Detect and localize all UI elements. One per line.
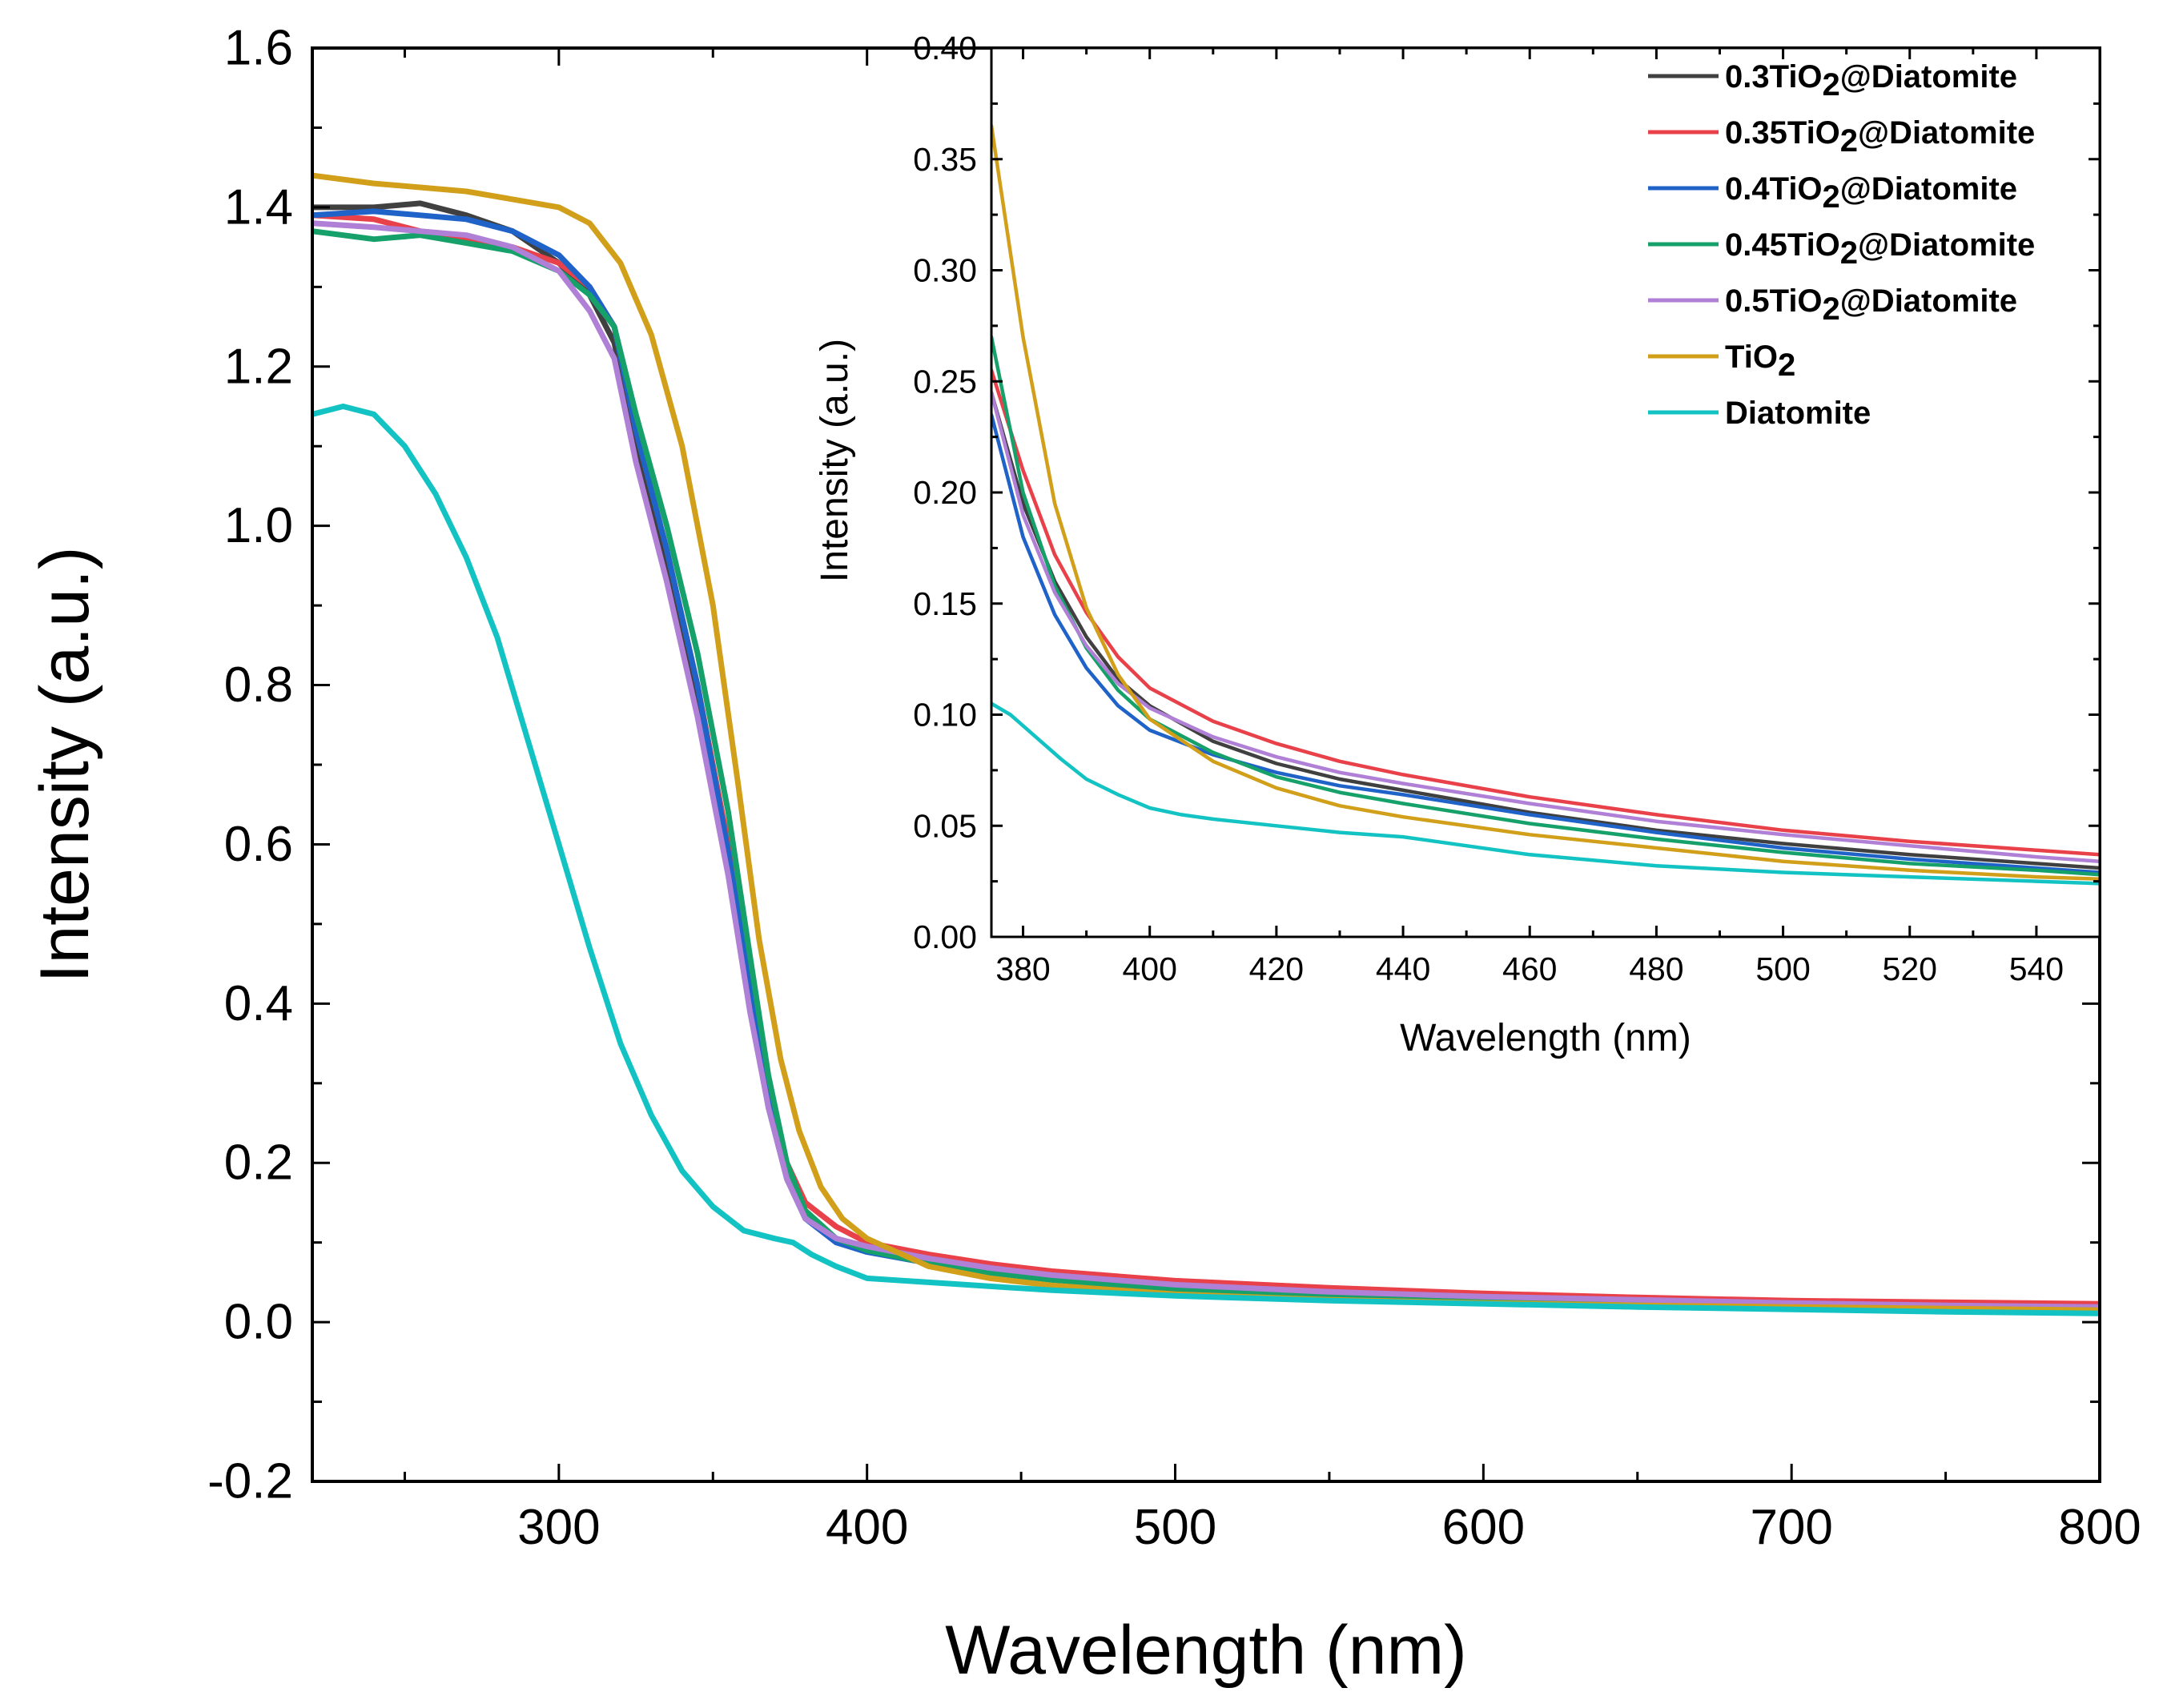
inset-series-0-5tio2-diatomite xyxy=(991,390,2100,863)
inset-series-0-4tio2-diatomite xyxy=(991,412,2100,874)
legend-label-prefix: 0.45TiO xyxy=(1725,227,1840,263)
legend-label: 0.45TiO2@Diatomite xyxy=(1725,227,2035,271)
legend-label-subscript: 2 xyxy=(1778,348,1795,383)
legend-label-subscript: 2 xyxy=(1823,291,1840,327)
inset-y-tick-label: 0.00 xyxy=(913,918,977,955)
main-y-tick-label: 1.4 xyxy=(224,179,293,235)
main-y-tick-label: 0.8 xyxy=(224,657,293,713)
legend-entry: TiO2 xyxy=(1648,340,1795,383)
main-x-tick-label: 800 xyxy=(2058,1500,2141,1555)
legend-label-suffix: @Diatomite xyxy=(1840,59,2017,94)
inset-y-tick-label: 0.05 xyxy=(913,807,977,844)
inset-x-tick-label: 520 xyxy=(1883,950,1937,987)
main-y-tick-label: 0.2 xyxy=(224,1135,293,1191)
main-y-tick-label: 0.0 xyxy=(224,1295,293,1350)
legend-entry: 0.35TiO2@Diatomite xyxy=(1648,115,2035,159)
legend-label-subscript: 2 xyxy=(1823,179,1840,215)
main-x-tick-label: 700 xyxy=(1750,1500,1832,1555)
legend: 0.3TiO2@Diatomite0.35TiO2@Diatomite0.4Ti… xyxy=(1648,59,2035,431)
legend-label-prefix: 0.5TiO xyxy=(1725,283,1823,319)
legend-label: 0.3TiO2@Diatomite xyxy=(1725,59,2017,102)
legend-label-prefix: 0.3TiO xyxy=(1725,59,1823,94)
main-x-tick-label: 300 xyxy=(517,1500,600,1555)
inset-x-tick-label: 420 xyxy=(1249,950,1304,987)
main-series-diatomite xyxy=(312,404,2100,1316)
main-y-tick-label: 0.6 xyxy=(224,817,293,872)
main-series-0-5tio2-diatomite xyxy=(312,220,2100,1310)
legend-label-suffix: @Diatomite xyxy=(1858,115,2035,151)
inset-series-diatomite xyxy=(991,701,2100,886)
inset-x-tick-label: 540 xyxy=(2009,950,2064,987)
inset-y-tick-label: 0.30 xyxy=(913,252,977,289)
main-y-tick-label: 1.2 xyxy=(224,339,293,394)
legend-label: 0.4TiO2@Diatomite xyxy=(1725,171,2017,215)
main-x-tick-label: 400 xyxy=(826,1500,908,1555)
main-tick-group: 300 400 500 600 700 800 -0.2 0.0 0.2 0.4 0.6 0.8 1.0… xyxy=(207,21,2141,1556)
main-series-group xyxy=(312,172,2100,1316)
legend-label-suffix: @Diatomite xyxy=(1840,171,2017,207)
legend-label-subscript: 2 xyxy=(1840,123,1858,159)
main-x-axis-title: Wavelength (nm) xyxy=(945,1612,1467,1689)
inset-tick-group: 380 400 420 440 460 480 500 520 540 0.00 0.05 0.10 0… xyxy=(913,30,2101,987)
legend-entry: Diatomite xyxy=(1648,396,1871,431)
inset-series-0-3tio2-diatomite xyxy=(991,390,2100,870)
legend-label: 0.5TiO2@Diatomite xyxy=(1725,283,2017,327)
legend-label-prefix: TiO xyxy=(1725,340,1778,375)
inset-y-tick-label: 0.35 xyxy=(913,141,977,178)
inset-x-tick-label: 380 xyxy=(995,950,1050,987)
legend-label-prefix: Diatomite xyxy=(1725,396,1871,431)
inset-x-tick-label: 460 xyxy=(1502,950,1557,987)
main-y-axis-title: Intensity (a.u.) xyxy=(26,547,103,983)
legend-label-prefix: 0.35TiO xyxy=(1725,115,1840,151)
inset-y-tick-label: 0.40 xyxy=(913,30,977,66)
main-y-tick-label: 0.4 xyxy=(224,976,293,1031)
legend-label-subscript: 2 xyxy=(1823,67,1840,102)
main-x-tick-label: 600 xyxy=(1442,1500,1525,1555)
inset-y-tick-label: 0.20 xyxy=(913,474,977,511)
inset-y-tick-label: 0.25 xyxy=(913,363,977,400)
legend-label: TiO2 xyxy=(1725,340,1795,383)
inset-x-tick-label: 480 xyxy=(1629,950,1683,987)
legend-label-suffix: @Diatomite xyxy=(1840,283,2017,319)
legend-entry: 0.45TiO2@Diatomite xyxy=(1648,227,2035,271)
inset-y-axis-title: Intensity (a.u.) xyxy=(814,339,856,582)
main-y-tick-label: 1.0 xyxy=(224,498,293,553)
inset-y-tick-label: 0.10 xyxy=(913,697,977,733)
main-y-tick-label: -0.2 xyxy=(207,1454,293,1509)
inset-chart: 380 400 420 440 460 480 500 520 540 0.00 0.05 0.10 0… xyxy=(814,30,2101,1059)
legend-label: Diatomite xyxy=(1725,396,1871,431)
inset-y-tick-label: 0.15 xyxy=(913,585,977,622)
legend-label-suffix: @Diatomite xyxy=(1858,227,2035,263)
legend-entry: 0.5TiO2@Diatomite xyxy=(1648,283,2017,327)
inset-x-axis-title: Wavelength (nm) xyxy=(1400,1017,1691,1059)
legend-label-subscript: 2 xyxy=(1840,235,1858,271)
main-y-tick-label: 1.6 xyxy=(224,21,293,76)
inset-series-group xyxy=(991,123,2100,886)
inset-series-tio2 xyxy=(991,123,2100,882)
inset-x-tick-label: 400 xyxy=(1123,950,1177,987)
inset-plot-frame xyxy=(990,46,2101,938)
legend-label: 0.35TiO2@Diatomite xyxy=(1725,115,2035,159)
inset-background xyxy=(991,48,2100,937)
inset-x-tick-label: 500 xyxy=(1755,950,1810,987)
legend-entry: 0.3TiO2@Diatomite xyxy=(1648,59,2017,102)
inset-series-0-35tio2-diatomite xyxy=(991,368,2100,857)
legend-label-prefix: 0.4TiO xyxy=(1725,171,1823,207)
legend-entry: 0.4TiO2@Diatomite xyxy=(1648,171,2017,215)
main-chart: 300 400 500 600 700 800 -0.2 0.0 0.2 0.4 0.6 0.8 1.0… xyxy=(26,21,2141,1690)
inset-x-tick-label: 440 xyxy=(1376,950,1430,987)
main-x-tick-label: 500 xyxy=(1134,1500,1216,1555)
